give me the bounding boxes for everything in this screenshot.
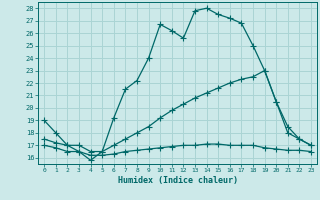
X-axis label: Humidex (Indice chaleur): Humidex (Indice chaleur) — [118, 176, 238, 185]
